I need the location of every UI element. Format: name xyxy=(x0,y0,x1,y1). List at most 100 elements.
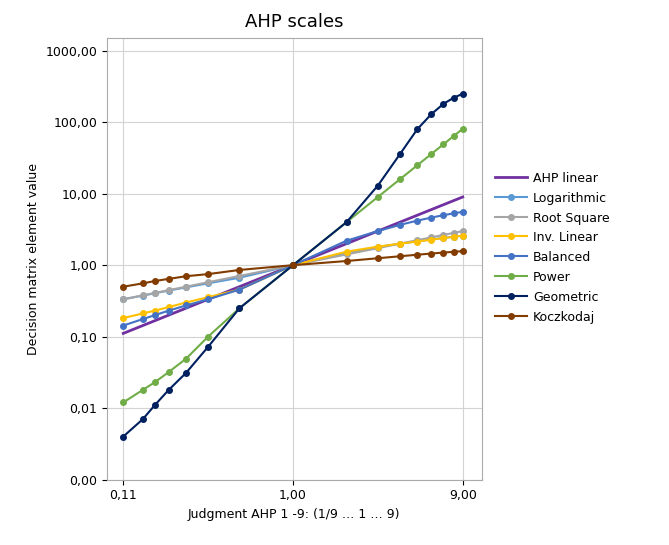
Power xyxy=(204,334,212,340)
Logarithmic xyxy=(427,236,436,243)
Root Square xyxy=(413,237,421,244)
Root Square xyxy=(119,296,127,302)
AHP linear xyxy=(182,305,190,312)
Power xyxy=(374,193,382,200)
Logarithmic xyxy=(450,233,458,240)
Koczkodaj xyxy=(119,283,127,290)
Title: AHP scales: AHP scales xyxy=(245,13,344,31)
Geometric xyxy=(343,219,351,226)
Koczkodaj xyxy=(427,250,436,257)
Power xyxy=(138,386,147,393)
Root Square xyxy=(427,234,436,241)
Inv. Linear xyxy=(119,315,127,322)
Root Square xyxy=(289,262,297,269)
AHP linear xyxy=(138,322,147,329)
Root Square xyxy=(450,229,458,236)
Root Square xyxy=(440,232,448,238)
Inv. Linear xyxy=(235,286,244,293)
Balanced xyxy=(165,307,173,314)
Power xyxy=(151,379,159,385)
Logarithmic xyxy=(138,292,147,299)
AHP linear xyxy=(427,206,436,213)
Inv. Linear xyxy=(204,294,212,300)
Geometric xyxy=(289,262,297,269)
Koczkodaj xyxy=(450,249,458,255)
Balanced xyxy=(182,302,190,308)
Balanced xyxy=(138,316,147,322)
Y-axis label: Decision matrix element value: Decision matrix element value xyxy=(27,163,40,355)
Logarithmic xyxy=(165,287,173,294)
Balanced xyxy=(374,228,382,234)
Inv. Linear xyxy=(396,240,404,247)
Legend: AHP linear, Logarithmic, Root Square, Inv. Linear, Balanced, Power, Geometric, K: AHP linear, Logarithmic, Root Square, In… xyxy=(492,168,613,328)
Logarithmic xyxy=(289,262,297,269)
Line: Geometric: Geometric xyxy=(120,91,466,439)
Balanced xyxy=(289,262,297,269)
Inv. Linear xyxy=(182,299,190,306)
Logarithmic xyxy=(151,290,159,296)
Koczkodaj xyxy=(343,258,351,264)
Power xyxy=(427,150,436,157)
Logarithmic xyxy=(413,238,421,245)
Geometric xyxy=(459,90,467,97)
AHP linear xyxy=(165,312,173,318)
Inv. Linear xyxy=(165,304,173,310)
Koczkodaj xyxy=(396,253,404,259)
Power xyxy=(396,176,404,183)
Line: Logarithmic: Logarithmic xyxy=(120,233,466,302)
Inv. Linear xyxy=(374,244,382,250)
Koczkodaj xyxy=(413,251,421,258)
Logarithmic xyxy=(343,249,351,256)
Logarithmic xyxy=(459,232,467,239)
Inv. Linear xyxy=(343,249,351,255)
Inv. Linear xyxy=(450,233,458,240)
Root Square xyxy=(374,245,382,251)
Power xyxy=(450,133,458,140)
Power xyxy=(413,162,421,168)
Koczkodaj xyxy=(182,273,190,280)
Geometric xyxy=(440,101,448,107)
Power xyxy=(459,125,467,132)
Logarithmic xyxy=(440,235,448,241)
Balanced xyxy=(440,212,448,219)
Geometric xyxy=(235,305,244,312)
Logarithmic xyxy=(119,296,127,302)
Power xyxy=(289,262,297,269)
Balanced xyxy=(151,312,159,318)
Root Square xyxy=(165,287,173,293)
AHP linear xyxy=(289,262,297,269)
Geometric xyxy=(427,111,436,117)
Koczkodaj xyxy=(235,267,244,273)
Inv. Linear xyxy=(427,237,436,243)
Power xyxy=(343,219,351,226)
Logarithmic xyxy=(374,244,382,250)
AHP linear xyxy=(343,240,351,247)
Power xyxy=(440,141,448,148)
Balanced xyxy=(427,214,436,221)
Balanced xyxy=(204,296,212,302)
Root Square xyxy=(396,240,404,247)
Geometric xyxy=(374,182,382,189)
Balanced xyxy=(459,209,467,215)
Root Square xyxy=(151,290,159,296)
Line: Inv. Linear: Inv. Linear xyxy=(120,233,466,321)
Balanced xyxy=(235,286,244,293)
Geometric xyxy=(396,150,404,157)
Power xyxy=(119,399,127,405)
AHP linear xyxy=(204,296,212,302)
Balanced xyxy=(343,238,351,244)
Root Square xyxy=(343,251,351,258)
AHP linear xyxy=(151,317,159,324)
AHP linear xyxy=(235,283,244,290)
Root Square xyxy=(235,272,244,279)
AHP linear xyxy=(119,330,127,337)
Power xyxy=(182,355,190,362)
Geometric xyxy=(413,126,421,132)
Geometric xyxy=(151,402,159,408)
Geometric xyxy=(119,433,127,440)
Koczkodaj xyxy=(138,280,147,287)
Logarithmic xyxy=(182,284,190,290)
Power xyxy=(165,369,173,376)
Line: Power: Power xyxy=(120,126,466,405)
AHP linear xyxy=(396,219,404,226)
